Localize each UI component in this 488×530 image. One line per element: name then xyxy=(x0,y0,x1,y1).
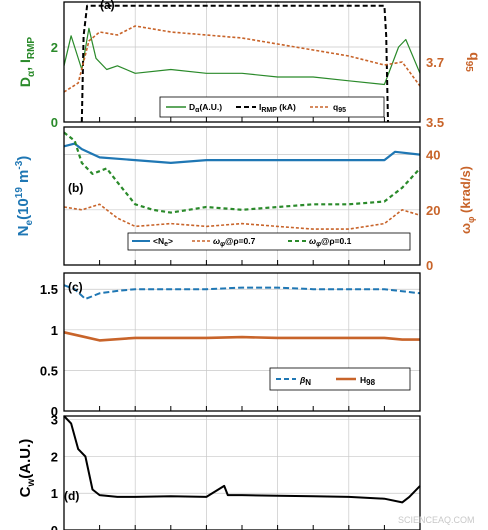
panel-a-series-0 xyxy=(63,27,421,86)
panel-b-series-0 xyxy=(63,142,421,164)
panel-c-label: (c) xyxy=(68,280,83,294)
panel-a-ytick-right-1: 3.7 xyxy=(426,55,444,70)
legend-b-ne: <Ne> xyxy=(153,236,173,248)
legend-c-h98: H98 xyxy=(360,375,376,387)
panel-a-ytick-left-0: 0 xyxy=(51,115,58,130)
q-part: q xyxy=(467,52,483,61)
panel-d-ylabel: Cw(A.U.) xyxy=(17,439,37,498)
panel-d-ytick-left-0: 0 xyxy=(51,523,58,530)
panel-c-series-0 xyxy=(63,284,421,300)
panel-c-ytick-left-3: 1.5 xyxy=(40,282,58,297)
panel-b-ytick-right-1: 20 xyxy=(426,203,440,218)
panel-a-ylabel-left: Dα, IRMP xyxy=(17,37,37,88)
legend-b: <Ne> ωφ@ρ=0.7 ωφ@ρ=0.1 xyxy=(127,232,411,251)
panel-b-ylabel-left: Ne(1019 m-3) xyxy=(14,156,35,237)
panel-b-series-2 xyxy=(63,131,421,214)
panel-a: 0 2 3.5 3.7 xyxy=(51,1,444,130)
panel-d-ytick-left-1: 1 xyxy=(51,486,58,501)
panel-c-ytick-left-2: 1 xyxy=(51,323,58,338)
legend-c-beta: βN xyxy=(299,375,311,387)
panel-a-label: (a) xyxy=(100,0,115,12)
panel-a-ytick-right-0: 3.5 xyxy=(426,115,444,130)
panel-c-series-1 xyxy=(63,331,420,342)
panel-b: 0 20 40 xyxy=(63,126,440,273)
panel-d-frame xyxy=(63,415,421,530)
panel-c-ytick-left-1: 0.5 xyxy=(40,363,58,378)
panel-c-ytick-left-0: 0 xyxy=(51,404,58,419)
q95-sub: 95 xyxy=(463,61,474,73)
panel-b-ytick-right-0: 0 xyxy=(426,258,433,273)
watermark: SCIENCEAQ.COM xyxy=(398,515,475,525)
panel-a-series-1 xyxy=(80,4,389,123)
panel-a-ytick-left-1: 2 xyxy=(51,40,58,55)
panel-d-ytick-left-3: 3 xyxy=(51,413,58,428)
da-part: D xyxy=(17,77,33,87)
panel-d-series-0 xyxy=(63,415,421,504)
panel-b-series-1 xyxy=(63,203,421,230)
alpha-sub: α xyxy=(26,70,37,77)
legend-b-box xyxy=(127,232,411,251)
legend-c: βN H98 xyxy=(269,367,411,391)
panel-d: 0 1 2 3 xyxy=(51,413,421,530)
panel-b-ytick-right-2: 40 xyxy=(426,148,440,163)
legend-a-box xyxy=(159,96,385,118)
panel-c: 0 0.5 1 1.5 xyxy=(40,272,421,419)
panel-b-ylabel-right: ωφ (krad/s) xyxy=(458,166,476,234)
legend-a: Dα(A.U.) IRMP (kA) q95 xyxy=(159,96,385,118)
panel-a-series-2 xyxy=(63,25,421,93)
panel-b-label: (b) xyxy=(68,181,83,195)
comma-irmp: , I xyxy=(17,59,33,71)
panel-d-ytick-left-2: 2 xyxy=(51,449,58,464)
rmp-sub: RMP xyxy=(26,37,37,60)
panel-a-ylabel-right: q95 xyxy=(463,52,483,72)
panel-d-label: (d) xyxy=(64,489,79,503)
